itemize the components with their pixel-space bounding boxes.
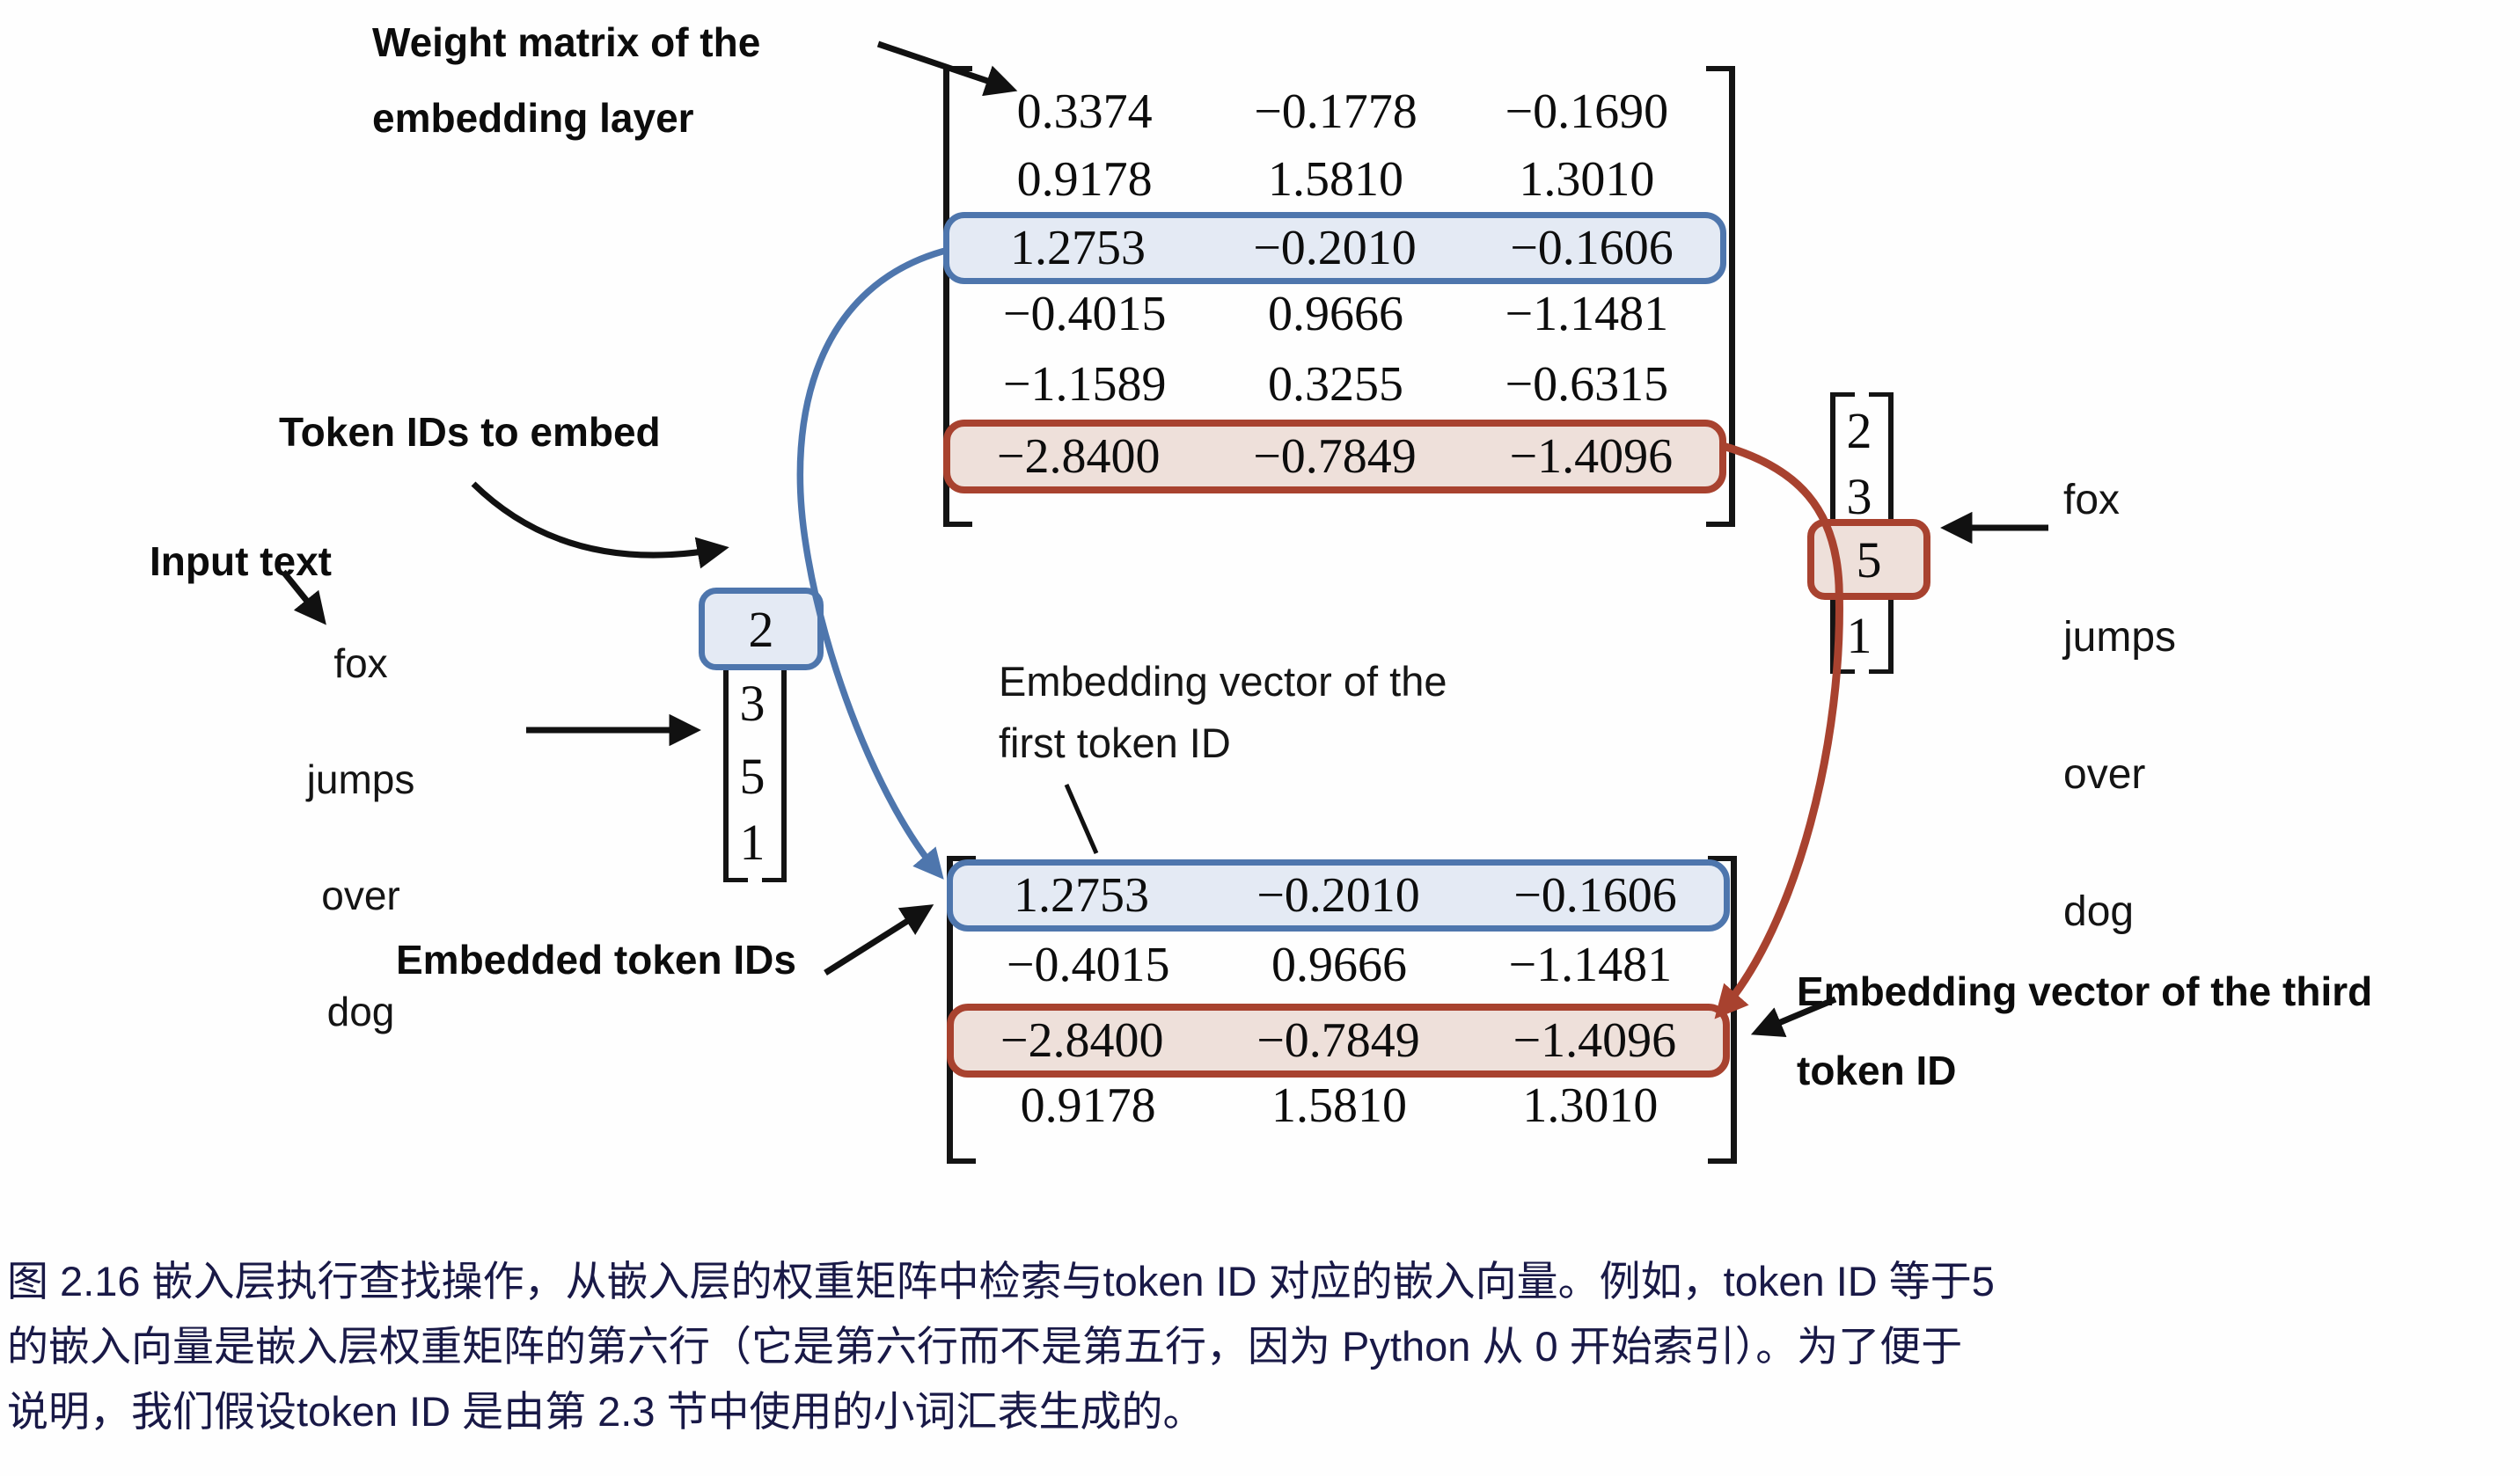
token-id-value: 2 <box>748 600 774 658</box>
token-id-value: 5 <box>739 748 766 805</box>
token-id-value: 1 <box>739 814 766 871</box>
weight-matrix-label: Weight matrix of the embedding layer <box>372 4 760 156</box>
matrix-cell: −1.4096 <box>1509 429 1674 484</box>
token-ids-label: Token IDs to embed <box>279 409 661 455</box>
caption-line-2: 的嵌入向量是嵌入层权重矩阵的第六行（它是第六行而不是第五行，因为 Python … <box>7 1323 1963 1370</box>
embedded-matrix-row: −0.4015 0.9666 −1.1481 <box>963 934 1716 996</box>
matrix-cell: −0.2010 <box>1253 221 1417 275</box>
weight-matrix-row: 0.3374 −0.1778 −0.1690 <box>959 81 1712 142</box>
token-id-value: 3 <box>739 675 766 732</box>
word-fox: fox <box>2063 477 2121 523</box>
token-id-value: 3 <box>1846 468 1872 525</box>
third-token-vector-label-line2: token ID <box>1797 1048 1957 1093</box>
matrix-cell: −1.1481 <box>1505 287 1669 341</box>
matrix-cell: 1.3010 <box>1519 152 1655 207</box>
matrix-cell: −0.1690 <box>1505 84 1669 139</box>
first-token-vector-label-line2: first token ID <box>999 720 1231 766</box>
matrix-cell: −1.1481 <box>1508 938 1673 992</box>
token-ids-pointer-arrow <box>471 481 729 569</box>
first-token-vector-label: Embedding vector of the first token ID <box>999 651 1447 774</box>
token-id-2-highlight-blue: 2 <box>699 588 824 670</box>
matrix-cell: −0.6315 <box>1505 357 1669 412</box>
word-over: over <box>321 873 400 918</box>
matrix-cell: 1.5810 <box>1267 152 1403 207</box>
weight-matrix-row: −1.1589 0.3255 −0.6315 <box>959 354 1712 415</box>
matrix-cell: −0.4015 <box>1002 287 1167 341</box>
input-words-right: fox jumps over dog <box>2063 398 2257 1015</box>
matrix-cell: −1.1589 <box>1002 357 1167 412</box>
token-id-value: 1 <box>1846 607 1872 664</box>
word-over: over <box>2063 751 2146 798</box>
matrix-cell: −0.1778 <box>1254 84 1418 139</box>
embedded-matrix-row-highlight-red: −2.8400 −0.7849 −1.4096 <box>947 1004 1730 1078</box>
figure-caption: 图 2.16 嵌入层执行查找操作，从嵌入层的权重矩阵中检索与token ID 对… <box>7 1249 2515 1444</box>
weight-matrix-row-highlight-blue: 1.2753 −0.2010 −0.1606 <box>943 212 1726 284</box>
token-id-value: 5 <box>1856 530 1882 588</box>
word-dog: dog <box>2063 888 2135 935</box>
matrix-cell: −2.8400 <box>1000 1013 1164 1068</box>
input-words-left: fox jumps over dog <box>282 576 440 1099</box>
matrix-cell: 0.3374 <box>1016 84 1153 139</box>
embedded-matrix-row: 0.9178 1.5810 1.3010 <box>963 1075 1716 1136</box>
first-token-vector-label-line1: Embedding vector of the <box>999 658 1447 705</box>
blue-lookup-curve-arrow <box>796 246 949 880</box>
matrix-cell: −0.7849 <box>1253 429 1417 484</box>
weight-matrix-label-line1: Weight matrix of the <box>372 19 761 65</box>
matrix-cell: −0.2010 <box>1256 868 1420 923</box>
first-vector-pointer-line <box>1064 784 1099 854</box>
matrix-cell: 1.2753 <box>1014 868 1149 923</box>
embedded-token-ids-label: Embedded token IDs <box>396 937 796 983</box>
matrix-cell: 0.3255 <box>1267 357 1403 412</box>
weight-matrix-row-highlight-red: −2.8400 −0.7849 −1.4096 <box>943 420 1726 493</box>
third-token-vector-label: Embedding vector of the third token ID <box>1797 952 2372 1110</box>
matrix-cell: 0.9178 <box>1020 1078 1156 1133</box>
matrix-cell: −0.4015 <box>1006 938 1170 992</box>
matrix-cell: 0.9178 <box>1016 152 1153 207</box>
token-id-value: 2 <box>1846 402 1872 459</box>
embedded-token-ids-pointer-arrow <box>824 904 934 975</box>
caption-line-1: 图 2.16 嵌入层执行查找操作，从嵌入层的权重矩阵中检索与token ID 对… <box>7 1258 1995 1304</box>
matrix-cell: −0.1606 <box>1513 868 1677 923</box>
matrix-cell: 1.3010 <box>1522 1078 1659 1133</box>
matrix-cell: 0.9666 <box>1267 287 1403 341</box>
token-id-5-highlight-red: 5 <box>1807 519 1930 600</box>
matrix-cell: −1.4096 <box>1513 1013 1677 1068</box>
word-dog: dog <box>326 989 395 1034</box>
caption-line-3: 说明，我们假设token ID 是由第 2.3 节中使用的小词汇表生成的。 <box>7 1388 1205 1435</box>
weight-matrix-row: 0.9178 1.5810 1.3010 <box>959 149 1712 210</box>
weight-matrix-label-line2: embedding layer <box>372 95 694 141</box>
word-jumps: jumps <box>306 756 415 802</box>
third-token-vector-label-line1: Embedding vector of the third <box>1797 968 2373 1014</box>
embedded-matrix-row-highlight-blue: 1.2753 −0.2010 −0.1606 <box>947 859 1730 932</box>
matrix-cell: 1.2753 <box>1010 221 1146 275</box>
word-jumps: jumps <box>2063 614 2177 661</box>
weight-matrix-row: −0.4015 0.9666 −1.1481 <box>959 283 1712 345</box>
matrix-cell: −2.8400 <box>996 429 1161 484</box>
word-fox: fox <box>333 640 388 686</box>
embedded-matrix-left-bracket <box>947 856 976 1164</box>
matrix-cell: −0.7849 <box>1256 1013 1420 1068</box>
matrix-cell: 1.5810 <box>1271 1078 1407 1133</box>
matrix-cell: −0.1606 <box>1510 221 1674 275</box>
matrix-cell: 0.9666 <box>1271 938 1407 992</box>
